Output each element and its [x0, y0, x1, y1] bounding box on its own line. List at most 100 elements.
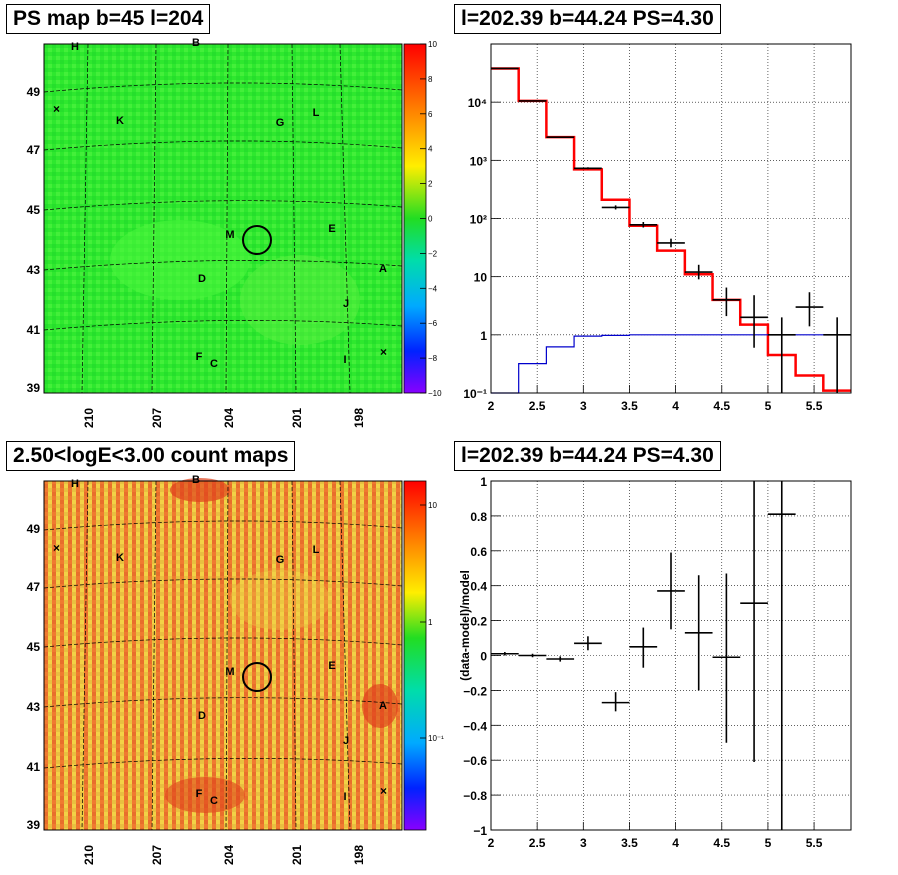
- source-label: B: [192, 474, 200, 486]
- data-point: [767, 481, 796, 830]
- source-label: H: [71, 478, 79, 490]
- lon-tick-label: 207: [150, 845, 164, 865]
- lon-tick-label: 204: [222, 408, 236, 428]
- y-tick-label: −0.6: [463, 754, 487, 768]
- lat-tick-label: 39: [27, 381, 41, 395]
- lon-tick-label: 210: [82, 845, 96, 865]
- lat-tick-label: 43: [27, 263, 41, 277]
- source-label: I: [343, 791, 346, 803]
- data-point: [823, 317, 851, 393]
- source-label: L: [313, 544, 320, 556]
- count-map-source-labels: H B K G L M E A D J FC I: [71, 474, 387, 807]
- source-label: G: [276, 554, 285, 566]
- source-label: J: [343, 298, 349, 310]
- ps-sky-map: × ×: [43, 43, 403, 394]
- x-tick-label: 3.5: [621, 836, 638, 850]
- lon-tick-label: 210: [82, 408, 96, 428]
- y-tick-label: 10⁻¹: [463, 387, 487, 401]
- source-label: D: [198, 710, 206, 722]
- y-tick-label: 10³: [470, 154, 487, 168]
- colorbar-tick-label: 1: [428, 618, 433, 627]
- source-label: A: [379, 263, 387, 275]
- colorbar-tick-label: −8: [428, 354, 438, 363]
- background-step-line: [491, 334, 851, 394]
- target-circle: [242, 225, 272, 255]
- source-label: A: [379, 700, 387, 712]
- source-label: D: [198, 273, 206, 285]
- colorbar-tick-label: −10: [428, 389, 442, 398]
- data-point: [712, 287, 741, 317]
- x-tick-label: 5.5: [806, 399, 823, 413]
- cross-marker: ×: [380, 784, 387, 798]
- x-tick-label: 2.5: [529, 836, 546, 850]
- data-point: [657, 238, 685, 248]
- bottom-right-title: l=202.39 b=44.24 PS=4.30: [454, 441, 721, 471]
- y-tick-label: −0.2: [463, 684, 487, 698]
- colorbar-tick-label: 4: [428, 145, 433, 154]
- data-point: [546, 136, 575, 138]
- data-point: [546, 656, 575, 662]
- colorbar-tick-label: 2: [428, 180, 433, 189]
- lat-tick-label: 49: [27, 522, 41, 536]
- count-sky-map: × ×: [43, 478, 403, 831]
- data-point: [629, 627, 658, 668]
- lon-tick-label: 198: [352, 408, 366, 428]
- lat-tick-label: 47: [27, 580, 41, 594]
- bottom-left-title: 2.50<logE<3.00 count maps: [6, 441, 296, 471]
- source-label: B: [192, 37, 200, 49]
- lon-tick-label: 204: [222, 845, 236, 865]
- y-tick-label: 10: [474, 271, 488, 285]
- colorbar-tick-label: 6: [428, 110, 433, 119]
- x-tick-label: 5: [765, 836, 772, 850]
- x-tick-label: 3.5: [621, 399, 638, 413]
- y-tick-label: 0: [480, 650, 487, 664]
- data-point: [740, 295, 768, 348]
- lon-tick-label: 201: [290, 408, 304, 428]
- y-tick-label: 1: [480, 475, 487, 489]
- colorbar-tick-label: −4: [428, 284, 438, 293]
- source-label: M: [225, 229, 234, 241]
- x-tick-label: 4.5: [713, 836, 730, 850]
- data-point: [657, 552, 685, 630]
- y-tick-label: 10²: [470, 213, 487, 227]
- colorbar-tick-label: −2: [428, 249, 438, 258]
- colorbar-tick-label: 8: [428, 75, 433, 84]
- colorbar-tick-label: 10: [428, 40, 437, 49]
- data-point: [601, 205, 630, 210]
- y-tick-label: 0.8: [470, 510, 487, 524]
- x-tick-label: 2.5: [529, 399, 546, 413]
- source-label: E: [328, 660, 335, 672]
- ps-map-source-labels: H B K G L M E A D J FC I: [71, 37, 387, 370]
- data-point: [684, 575, 713, 691]
- lat-tick-label: 41: [27, 323, 41, 337]
- cross-marker: ×: [53, 102, 60, 116]
- source-label: G: [276, 117, 285, 129]
- lat-tick-label: 45: [27, 640, 41, 654]
- data-point: [767, 317, 796, 393]
- plot-frame: [490, 43, 852, 394]
- y-tick-label: 1: [480, 329, 487, 343]
- source-label: K: [116, 552, 124, 564]
- y-tick-label: 10⁴: [468, 96, 487, 110]
- target-circle: [242, 662, 272, 692]
- ps-map-axis-labels: 49 47 45 43 41 39 210 207 204 201 198: [27, 85, 366, 428]
- data-point: [491, 652, 519, 656]
- source-label: H: [71, 41, 79, 53]
- data-point: [712, 573, 741, 743]
- lat-tick-label: 39: [27, 818, 41, 832]
- count-map-axis-labels: 49 47 45 43 41 39 210 207 204 201 198: [27, 522, 366, 865]
- y-tick-label: −1: [473, 824, 487, 838]
- y-tick-label: −0.4: [463, 719, 487, 733]
- source-label: F: [196, 351, 203, 363]
- source-label: J: [343, 735, 349, 747]
- lat-tick-label: 45: [27, 203, 41, 217]
- x-tick-label: 4: [672, 836, 679, 850]
- colorbar-tick-label: 10⁻¹: [428, 734, 444, 743]
- count-colorbar-ticks: 10 1 10⁻¹: [420, 501, 444, 743]
- data-point: [574, 636, 602, 651]
- y-tick-label: 0.2: [470, 615, 487, 629]
- x-tick-label: 5: [765, 399, 772, 413]
- data-point: [601, 692, 630, 712]
- x-tick-label: 4.5: [713, 399, 730, 413]
